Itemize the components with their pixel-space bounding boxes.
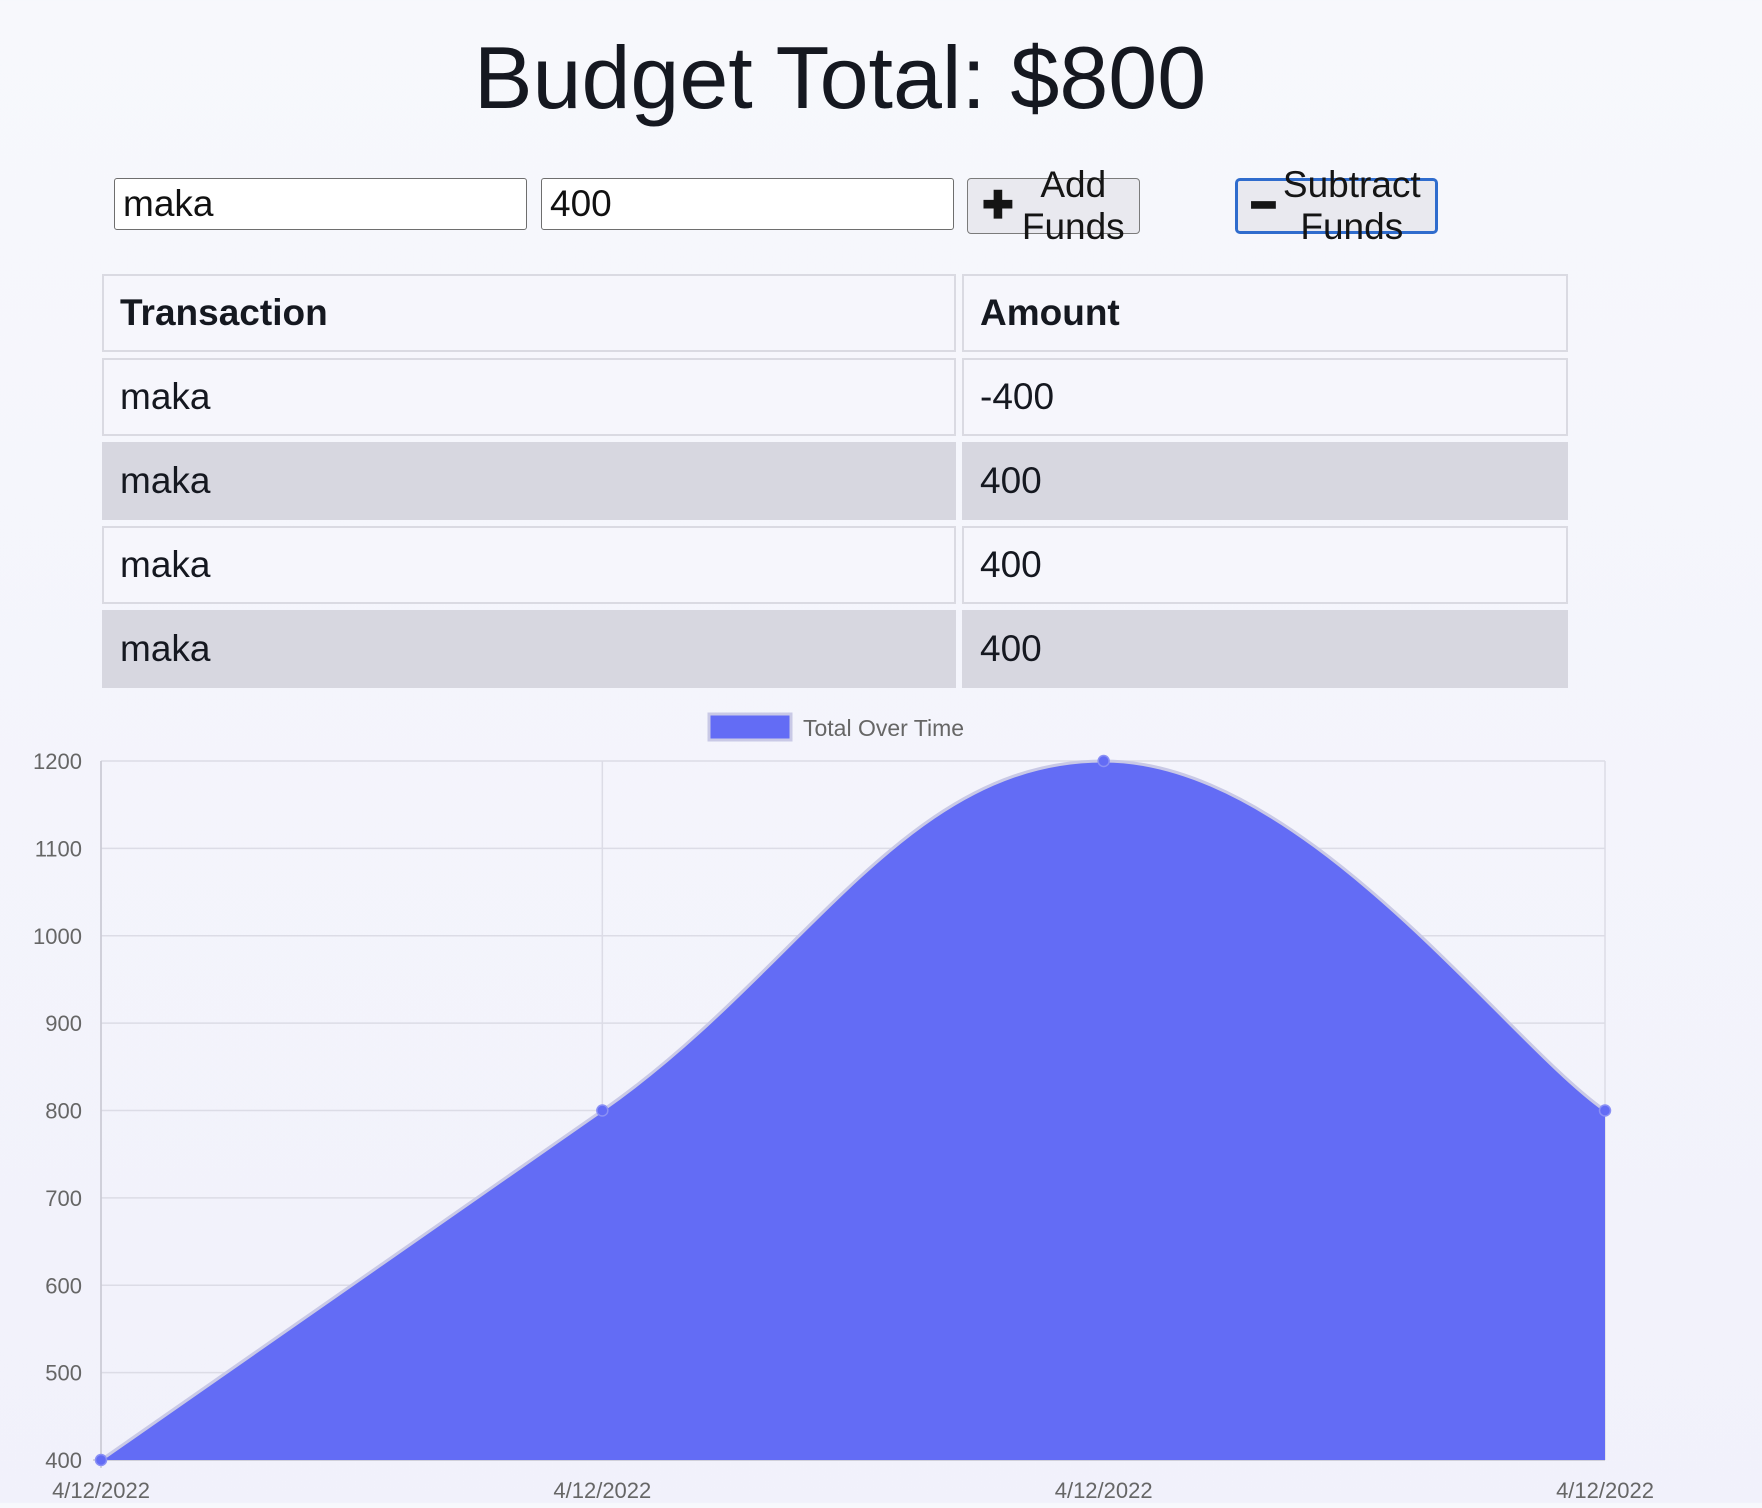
y-tick-label: 700 bbox=[45, 1186, 82, 1211]
chart-points bbox=[94, 754, 1612, 1467]
transaction-amount-cell: -400 bbox=[962, 358, 1568, 436]
data-point bbox=[596, 1104, 609, 1117]
y-tick-label: 900 bbox=[45, 1011, 82, 1036]
x-tick-label: 4/12/2022 bbox=[553, 1478, 651, 1503]
chart-series-area bbox=[100, 759, 1606, 1462]
chart-legend: Total Over Time bbox=[707, 712, 964, 742]
x-axis-ticks: 4/12/2022 4/12/2022 4/12/2022 4/12/2022 bbox=[52, 1478, 1654, 1503]
legend-swatch bbox=[707, 712, 793, 742]
table-header-row: Transaction Amount bbox=[102, 274, 1568, 352]
transaction-name-cell: maka bbox=[102, 358, 956, 436]
series-line bbox=[100, 759, 1606, 1462]
table-row: maka 400 bbox=[102, 526, 1568, 604]
table-row: maka 400 bbox=[102, 610, 1568, 688]
minus-icon: ━ bbox=[1252, 185, 1275, 227]
y-tick-label: 500 bbox=[45, 1361, 82, 1386]
transaction-amount-cell: 400 bbox=[962, 610, 1568, 688]
area-chart-svg: 400 500 600 700 800 900 1000 1100 1200 4/12/2022… bbox=[33, 712, 1654, 1503]
transactions-table: Transaction Amount maka -400 maka 400 ma… bbox=[96, 268, 1574, 694]
amount-column-header: Amount bbox=[962, 274, 1568, 352]
y-tick-label: 800 bbox=[45, 1099, 82, 1124]
add-funds-label: Add Funds bbox=[1021, 164, 1125, 247]
add-funds-button[interactable]: ✚ Add Funds bbox=[967, 164, 1140, 247]
legend-label: Total Over Time bbox=[803, 715, 964, 741]
transaction-name-cell: maka bbox=[102, 442, 956, 520]
transaction-name-cell: maka bbox=[102, 610, 956, 688]
table-row: maka 400 bbox=[102, 442, 1568, 520]
transaction-amount-input[interactable] bbox=[541, 178, 954, 230]
data-point bbox=[1598, 1104, 1612, 1117]
total-over-time-chart: 400 500 600 700 800 900 1000 1100 1200 4/12/2022… bbox=[0, 700, 1762, 1503]
y-tick-label: 1000 bbox=[33, 924, 82, 949]
series-area-fill bbox=[101, 761, 1605, 1460]
transaction-name-cell: maka bbox=[102, 526, 956, 604]
subtract-funds-button[interactable]: ━ Subtract Funds bbox=[1235, 164, 1438, 247]
table-row: maka -400 bbox=[102, 358, 1568, 436]
transaction-name-input[interactable] bbox=[114, 178, 527, 230]
transaction-amount-cell: 400 bbox=[962, 526, 1568, 604]
data-point bbox=[94, 1453, 108, 1467]
subtract-funds-label: Subtract Funds bbox=[1282, 164, 1421, 247]
y-tick-label: 1200 bbox=[33, 749, 82, 774]
x-tick-label: 4/12/2022 bbox=[1055, 1478, 1153, 1503]
transaction-amount-cell: 400 bbox=[962, 442, 1568, 520]
y-tick-label: 600 bbox=[45, 1273, 82, 1298]
plus-icon: ✚ bbox=[982, 185, 1014, 227]
data-point bbox=[1097, 754, 1110, 768]
budget-total-title: Budget Total: $800 bbox=[473, 28, 1207, 127]
y-axis-ticks: 400 500 600 700 800 900 1000 1100 1200 bbox=[33, 749, 82, 1473]
x-tick-label: 4/12/2022 bbox=[1556, 1478, 1654, 1503]
y-tick-label: 400 bbox=[45, 1448, 82, 1473]
y-tick-label: 1100 bbox=[35, 836, 82, 861]
transaction-column-header: Transaction bbox=[102, 274, 956, 352]
x-tick-label: 4/12/2022 bbox=[52, 1478, 150, 1503]
